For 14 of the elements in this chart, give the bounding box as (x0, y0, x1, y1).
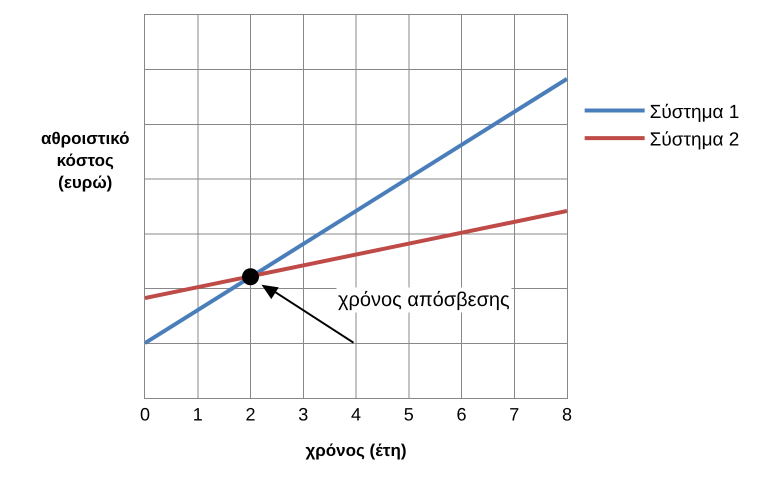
x-tick-label: 2 (245, 404, 256, 425)
x-tick-label: 0 (140, 404, 150, 425)
x-tick-label: 1 (192, 404, 203, 425)
x-tick-label: 7 (509, 404, 520, 425)
legend-label: Σύστημα 1 (650, 102, 740, 123)
x-axis-title: χρόνος (έτη) (305, 441, 407, 460)
x-tick-label: 3 (298, 404, 308, 425)
y-axis-title: αθροιστικό κόστος (ευρώ) (41, 129, 130, 192)
annotation: χρόνος απόσβεσης (338, 289, 510, 311)
legend-label: Σύστημα 2 (650, 130, 740, 151)
x-tick-label: 6 (456, 404, 467, 425)
x-tick-label: 4 (350, 404, 362, 425)
x-tick-label: 5 (404, 404, 414, 425)
x-tick-label: 8 (562, 404, 572, 425)
